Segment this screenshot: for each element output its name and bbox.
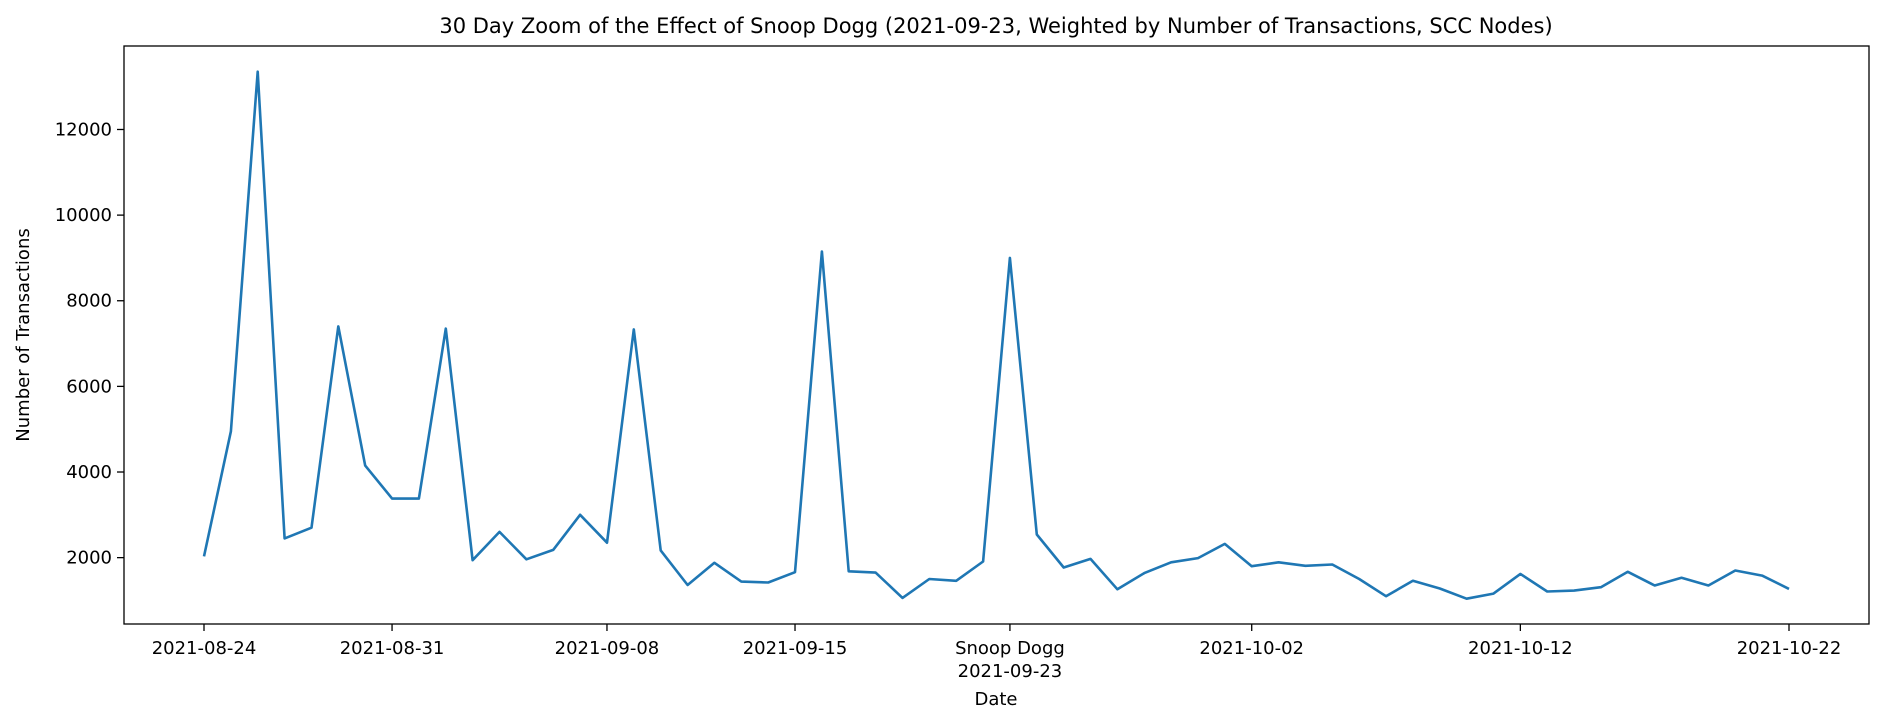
y-axis-label: Number of Transactions [13,228,34,441]
chart-title: 30 Day Zoom of the Effect of Snoop Dogg … [439,14,1552,38]
x-axis: 2021-08-24 2021-08-31 2021-09-08 2021-09-15… [152,624,1842,682]
y-tick-label: 4000 [66,462,112,483]
x-tick-label: 2021-08-24 [152,638,257,659]
y-tick-label: 12000 [55,119,112,140]
x-tick-label: 2021-10-02 [1199,638,1304,659]
y-tick-label: 8000 [66,291,112,312]
x-tick-label: 2021-10-22 [1737,638,1842,659]
x-axis-label: Date [974,689,1017,710]
x-tick-label: 2021-09-23 [958,661,1063,682]
y-axis: 2000 4000 6000 8000 10000 12000 [55,119,124,569]
x-tick-label: 2021-09-15 [743,638,848,659]
x-tick-label: 2021-09-08 [555,638,660,659]
y-tick-label: 2000 [66,548,112,569]
plot-area-frame [123,45,1870,625]
x-tick-label: 2021-08-31 [340,638,445,659]
x-tick-event-label: Snoop Dogg [955,638,1065,659]
series-line [202,70,1790,600]
x-tick-label: 2021-10-12 [1468,638,1573,659]
y-tick-label: 6000 [66,376,112,397]
y-tick-label: 10000 [55,205,112,226]
